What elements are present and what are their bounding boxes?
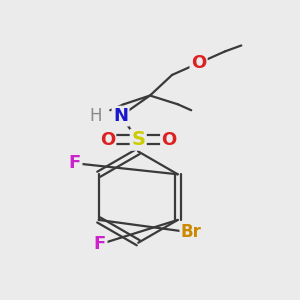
Text: O: O [191, 54, 206, 72]
Text: H: H [89, 107, 102, 125]
Text: O: O [161, 131, 177, 149]
Text: F: F [69, 154, 81, 172]
Text: O: O [100, 131, 115, 149]
Text: S: S [131, 130, 145, 149]
Text: F: F [94, 235, 106, 253]
Text: Br: Br [181, 224, 202, 242]
Text: N: N [113, 107, 128, 125]
